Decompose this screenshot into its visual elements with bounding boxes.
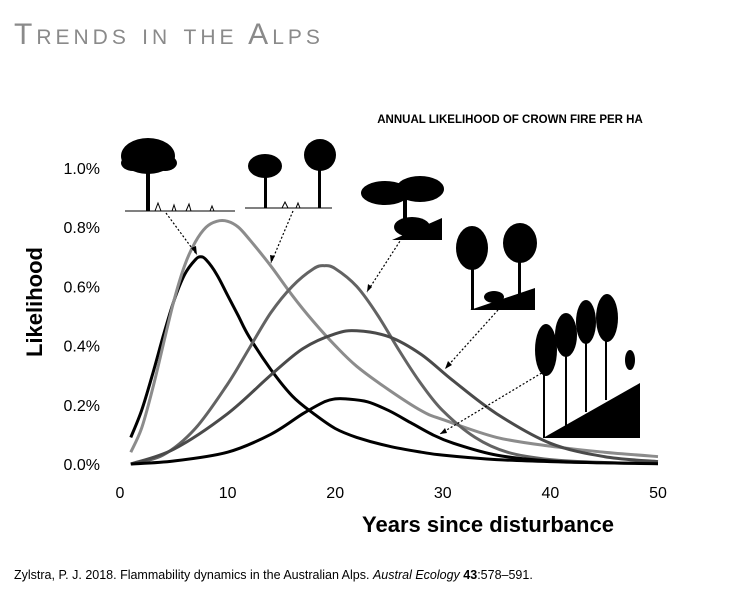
x-tick-label: 0 [116, 485, 125, 502]
citation-journal: Austral Ecology [373, 568, 460, 582]
y-tick-label: 1.0% [64, 161, 100, 178]
x-axis-ticks: 0 10 20 30 40 50 [116, 485, 667, 502]
citation-pages: :578–591. [477, 568, 533, 582]
illustration-tall-forest [535, 294, 640, 438]
y-tick-label: 0.8% [64, 220, 100, 237]
x-tick-label: 10 [219, 485, 237, 502]
illustration-shrubland-slope [361, 176, 444, 240]
x-tick-label: 30 [434, 485, 452, 502]
series-line-dark-grey-broad-peak [131, 331, 658, 464]
y-axis-ticks: 0.0% 0.2% 0.4% 0.6% 0.8% 1.0% [64, 161, 100, 474]
x-tick-label: 20 [326, 485, 344, 502]
y-tick-label: 0.4% [64, 339, 100, 356]
chart-title: ANNUAL LIKELIHOOD OF CROWN FIRE PER HA [377, 114, 643, 126]
illustration-open-woodland [121, 138, 235, 211]
y-axis-label: Likelihood [22, 247, 47, 357]
illustration-regrowth-woodland [245, 139, 336, 208]
x-tick-label: 50 [649, 485, 667, 502]
x-tick-label: 40 [542, 485, 560, 502]
chart: ANNUAL LIKELIHOOD OF CROWN FIRE PER HA 0… [0, 0, 735, 595]
y-tick-label: 0.6% [64, 279, 100, 296]
illustration-forest-slope [456, 223, 537, 310]
x-axis-label: Years since disturbance [362, 512, 614, 537]
citation-volume: 43 [463, 568, 477, 582]
citation-authors: Zylstra, P. J. 2018. Flammability dynami… [14, 568, 373, 582]
citation: Zylstra, P. J. 2018. Flammability dynami… [14, 568, 533, 582]
y-tick-label: 0.0% [64, 457, 100, 474]
y-tick-label: 0.2% [64, 398, 100, 415]
